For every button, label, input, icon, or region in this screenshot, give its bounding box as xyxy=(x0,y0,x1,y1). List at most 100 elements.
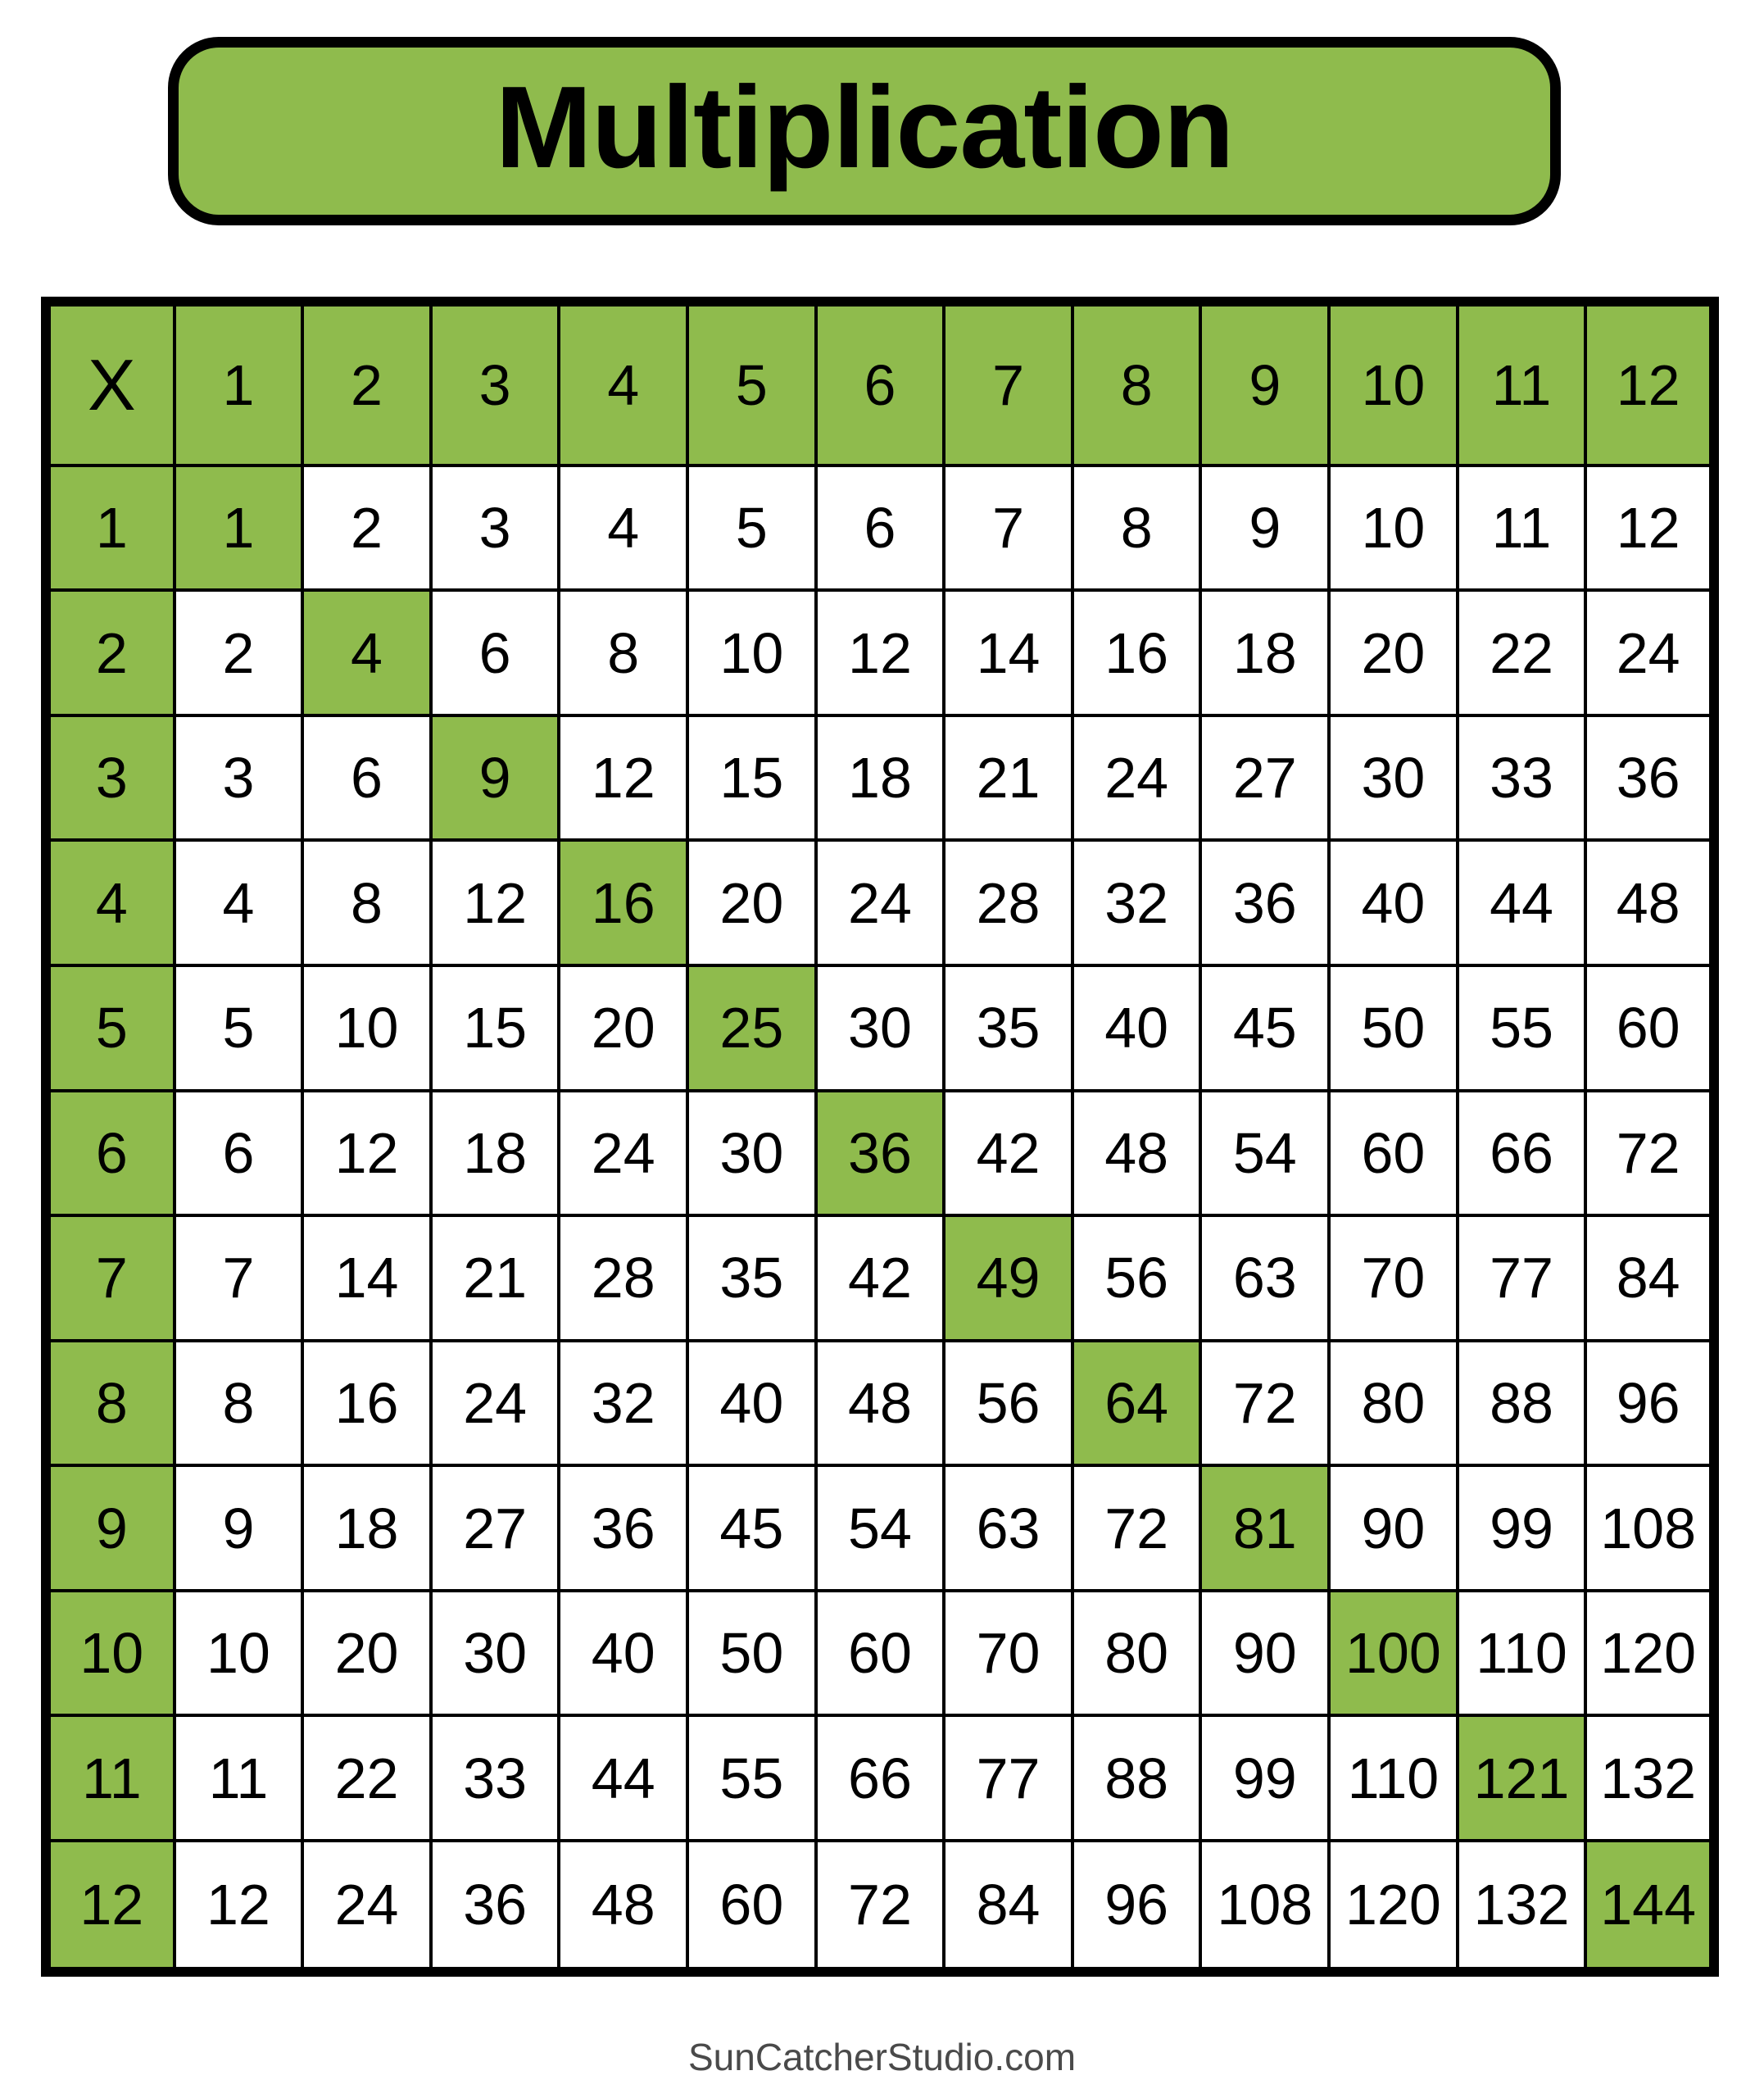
product-cell: 63 xyxy=(1199,1214,1331,1342)
product-cell: 22 xyxy=(301,1714,433,1842)
table-row: 11 11 22 33 44 55 66 77 88 99 110 121 132 xyxy=(44,1714,1716,1842)
product-cell: 24 xyxy=(301,1838,433,1974)
product-cell: 35 xyxy=(942,964,1074,1092)
product-cell: 4 xyxy=(557,463,690,593)
product-cell: 55 xyxy=(1455,964,1588,1092)
product-cell: 12 xyxy=(814,588,946,717)
product-cell: 33 xyxy=(1455,713,1588,842)
product-cell: 88 xyxy=(1455,1338,1588,1468)
product-cell: 48 xyxy=(557,1838,690,1974)
product-cell: 12 xyxy=(1584,463,1716,593)
product-cell: 3 xyxy=(172,713,305,842)
column-header-cell: 10 xyxy=(1327,300,1459,467)
product-cell: 77 xyxy=(1455,1214,1588,1342)
product-cell: 63 xyxy=(942,1464,1074,1592)
product-cell: 32 xyxy=(557,1338,690,1468)
product-cell: 2 xyxy=(172,588,305,717)
table-row: 10 10 20 30 40 50 60 70 80 90 100 110 120 xyxy=(44,1588,1716,1718)
product-cell: 99 xyxy=(1455,1464,1588,1592)
product-cell: 49 xyxy=(942,1214,1074,1342)
product-cell: 60 xyxy=(814,1588,946,1718)
product-cell: 56 xyxy=(942,1338,1074,1468)
product-cell: 12 xyxy=(429,838,561,968)
product-cell: 84 xyxy=(942,1838,1074,1974)
product-cell: 84 xyxy=(1584,1214,1716,1342)
product-cell: 30 xyxy=(1327,713,1459,842)
product-cell: 22 xyxy=(1455,588,1588,717)
product-cell: 70 xyxy=(1327,1214,1459,1342)
table-row: 4 4 8 12 16 20 24 28 32 36 40 44 48 xyxy=(44,838,1716,968)
product-cell: 20 xyxy=(1327,588,1459,717)
row-header-cell: 2 xyxy=(44,588,176,717)
row-header-cell: 7 xyxy=(44,1214,176,1342)
row-header-cell: 12 xyxy=(44,1838,176,1974)
product-cell: 80 xyxy=(1070,1588,1203,1718)
table-row: 9 9 18 27 36 45 54 63 72 81 90 99 108 xyxy=(44,1464,1716,1592)
product-cell: 11 xyxy=(172,1714,305,1842)
product-cell: 110 xyxy=(1327,1714,1459,1842)
product-cell: 20 xyxy=(686,838,818,968)
product-cell: 40 xyxy=(1327,838,1459,968)
product-cell: 12 xyxy=(301,1088,433,1218)
row-header-cell: 6 xyxy=(44,1088,176,1218)
row-header-cell: 3 xyxy=(44,713,176,842)
title-banner: Multiplication xyxy=(168,37,1561,225)
product-cell: 44 xyxy=(557,1714,690,1842)
product-cell: 16 xyxy=(301,1338,433,1468)
product-cell: 24 xyxy=(814,838,946,968)
product-cell: 18 xyxy=(1199,588,1331,717)
product-cell: 36 xyxy=(557,1464,690,1592)
product-cell: 30 xyxy=(429,1588,561,1718)
column-header-cell: 5 xyxy=(686,300,818,467)
product-cell: 9 xyxy=(1199,463,1331,593)
product-cell: 10 xyxy=(1327,463,1459,593)
product-cell: 18 xyxy=(429,1088,561,1218)
row-header-cell: 5 xyxy=(44,964,176,1092)
product-cell: 14 xyxy=(301,1214,433,1342)
product-cell: 4 xyxy=(172,838,305,968)
product-cell: 36 xyxy=(1584,713,1716,842)
column-header-cell: 4 xyxy=(557,300,690,467)
product-cell: 5 xyxy=(172,964,305,1092)
product-cell: 27 xyxy=(429,1464,561,1592)
product-cell: 1 xyxy=(172,463,305,593)
row-header-cell: 4 xyxy=(44,838,176,968)
product-cell: 45 xyxy=(686,1464,818,1592)
product-cell: 7 xyxy=(942,463,1074,593)
page-title: Multiplication xyxy=(495,62,1234,193)
product-cell: 8 xyxy=(172,1338,305,1468)
product-cell: 24 xyxy=(1584,588,1716,717)
row-header-cell: 10 xyxy=(44,1588,176,1718)
product-cell: 144 xyxy=(1584,1838,1716,1974)
product-cell: 33 xyxy=(429,1714,561,1842)
product-cell: 42 xyxy=(814,1214,946,1342)
column-header-cell: 12 xyxy=(1584,300,1716,467)
product-cell: 56 xyxy=(1070,1214,1203,1342)
product-cell: 4 xyxy=(301,588,433,717)
product-cell: 72 xyxy=(1070,1464,1203,1592)
header-row: X 1 2 3 4 5 6 7 8 9 10 11 12 xyxy=(44,300,1716,467)
product-cell: 6 xyxy=(814,463,946,593)
operator-cell: X xyxy=(44,300,176,467)
product-cell: 40 xyxy=(1070,964,1203,1092)
product-cell: 15 xyxy=(686,713,818,842)
row-header-cell: 1 xyxy=(44,463,176,593)
product-cell: 20 xyxy=(301,1588,433,1718)
product-cell: 40 xyxy=(686,1338,818,1468)
footer-credit: SunCatcherStudio.com xyxy=(687,2036,1077,2078)
product-cell: 9 xyxy=(429,713,561,842)
column-header-cell: 6 xyxy=(814,300,946,467)
product-cell: 36 xyxy=(429,1838,561,1974)
product-cell: 21 xyxy=(942,713,1074,842)
product-cell: 8 xyxy=(557,588,690,717)
row-header-cell: 8 xyxy=(44,1338,176,1468)
product-cell: 40 xyxy=(557,1588,690,1718)
product-cell: 72 xyxy=(1199,1338,1331,1468)
product-cell: 48 xyxy=(814,1338,946,1468)
product-cell: 11 xyxy=(1455,463,1588,593)
product-cell: 90 xyxy=(1199,1588,1331,1718)
product-cell: 8 xyxy=(1070,463,1203,593)
product-cell: 54 xyxy=(814,1464,946,1592)
product-cell: 66 xyxy=(1455,1088,1588,1218)
product-cell: 70 xyxy=(942,1588,1074,1718)
